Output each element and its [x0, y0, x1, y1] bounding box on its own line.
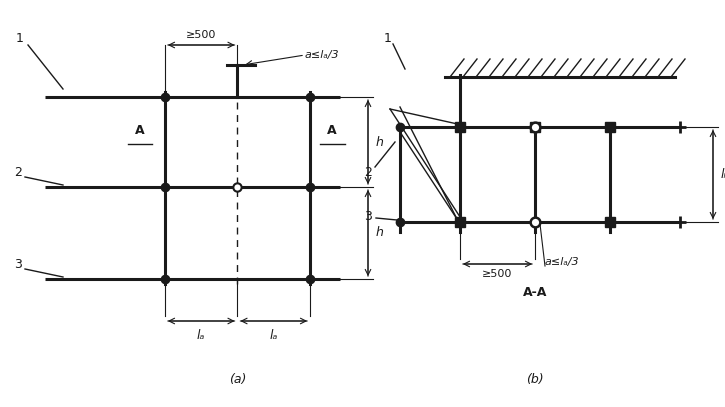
- Text: lₐ: lₐ: [197, 329, 205, 342]
- Text: ≥500: ≥500: [186, 30, 217, 40]
- Text: (b): (b): [526, 372, 544, 385]
- Text: (a): (a): [229, 372, 246, 385]
- Text: A-A: A-A: [523, 286, 547, 299]
- Text: 1: 1: [384, 33, 392, 46]
- Text: 2: 2: [364, 166, 372, 179]
- Text: lₐ: lₐ: [270, 329, 278, 342]
- Text: h: h: [376, 136, 384, 149]
- Text: ≥500: ≥500: [482, 269, 513, 279]
- Text: a≤lₐ/3: a≤lₐ/3: [545, 257, 579, 267]
- Text: A: A: [135, 124, 145, 137]
- Text: lₕ: lₕ: [721, 168, 725, 181]
- Text: 3: 3: [364, 210, 372, 223]
- Text: 1: 1: [16, 33, 24, 46]
- Text: 3: 3: [14, 258, 22, 271]
- Text: 2: 2: [14, 166, 22, 179]
- Text: a≤lₐ/3: a≤lₐ/3: [305, 50, 339, 60]
- Text: A: A: [327, 124, 337, 137]
- Text: h: h: [376, 227, 384, 239]
